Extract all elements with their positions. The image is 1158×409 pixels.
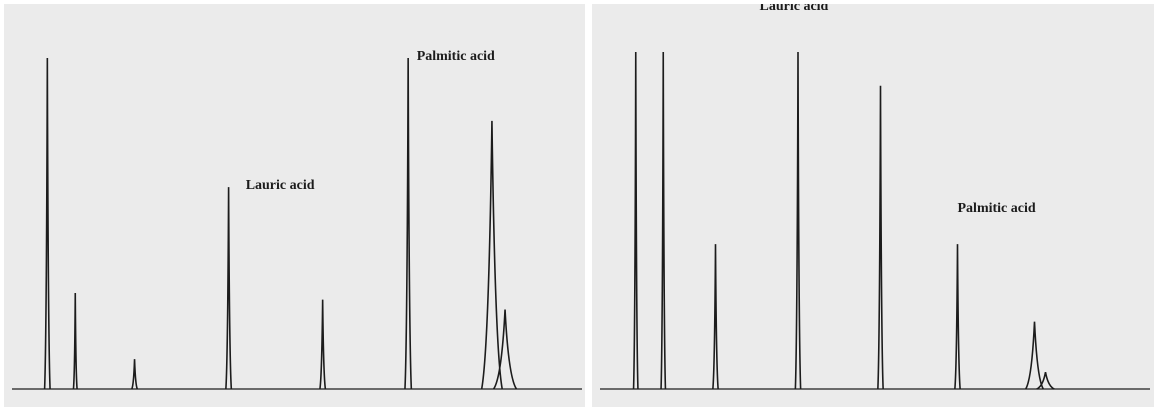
chromatogram-peak-8: [492, 309, 518, 390]
chromatogram-peak-lauric-acid: [794, 51, 802, 390]
peak-label-palmitic-acid: Palmitic acid: [416, 49, 495, 64]
peak-label-lauric-acid: Lauric acid: [245, 178, 315, 194]
chromatogram-peak-5: [319, 299, 327, 390]
chromatogram-peak-7: [480, 120, 503, 390]
chromatogram-right-panel: Lauric acid Palmitic acid: [592, 4, 1154, 407]
peak-label-palmitic-acid: Palmitic acid: [957, 201, 1036, 217]
chromatogram-peak-5: [877, 85, 884, 390]
chromatogram-peak-7: [1024, 321, 1045, 390]
chromatogram-peak-8: [1036, 372, 1055, 390]
chromatogram-right-plot: [600, 51, 1150, 390]
chromatogram-left-panel: Lauric acid Palmitic acid: [4, 4, 585, 407]
chromatogram-peak-2: [72, 293, 78, 390]
peak-label-lauric-acid: Lauric acid: [759, 4, 829, 15]
chromatogram-peak-3: [712, 244, 719, 390]
chromatogram-peak-palmitic-acid: [954, 244, 961, 390]
chromatogram-peak-1: [43, 57, 51, 390]
chromatogram-peak-1: [632, 51, 639, 390]
chromatogram-peak-palmitic-acid: [404, 57, 413, 390]
chromatogram-peak-lauric-acid: [225, 187, 233, 390]
chromatogram-peak-3: [131, 359, 139, 390]
chromatogram-left-plot: [12, 57, 582, 390]
chromatogram-peak-2: [660, 51, 667, 390]
